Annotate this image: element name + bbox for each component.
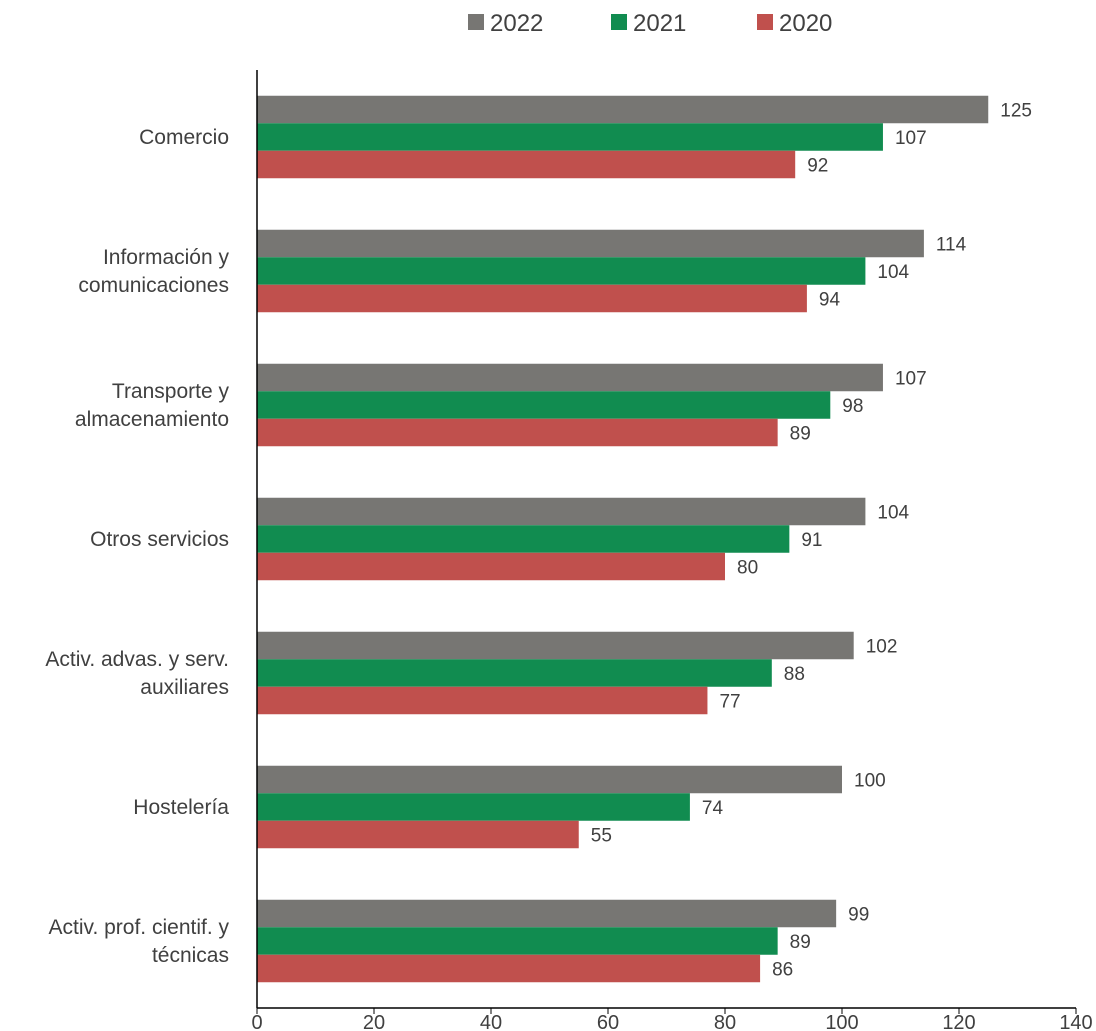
value-label-2020-6: 86 xyxy=(772,960,793,981)
bar-2020-0 xyxy=(257,150,796,179)
x-tick-label-0: 0 xyxy=(251,1012,262,1031)
bar-2020-5 xyxy=(257,820,579,849)
bar-2021-1 xyxy=(257,257,866,285)
value-label-2020-4: 77 xyxy=(719,692,740,713)
legend-label-2020: 2020 xyxy=(779,10,832,37)
x-tick-label-2: 40 xyxy=(480,1012,502,1031)
category-label-2-0: Transporte y xyxy=(112,380,230,403)
bar-2022-0 xyxy=(257,95,989,124)
bar-2022-4 xyxy=(257,631,854,660)
axes: 0 20 40 60 80 100 120 140 xyxy=(251,70,1093,1031)
category-label-0-0: Comercio xyxy=(139,126,229,149)
value-label-2021-3: 91 xyxy=(801,530,822,551)
value-label-2021-2: 98 xyxy=(842,396,863,417)
bar-2022-3 xyxy=(257,497,866,526)
bar-2022-5 xyxy=(257,765,842,794)
bar-2022-2 xyxy=(257,363,883,392)
bar-2020-3 xyxy=(257,552,725,581)
bar-2020-6 xyxy=(257,954,761,983)
legend-swatch-2022 xyxy=(468,14,484,30)
x-tick-label-6: 120 xyxy=(942,1012,975,1031)
category-label-3-0: Otros servicios xyxy=(90,528,229,551)
bar-2020-4 xyxy=(257,686,708,715)
bar-2021-3 xyxy=(257,525,790,553)
category-label-1-0: Información y xyxy=(103,246,230,269)
value-label-2022-6: 99 xyxy=(848,905,869,926)
value-label-2021-6: 89 xyxy=(790,932,811,953)
bar-2020-1 xyxy=(257,284,807,313)
value-label-2020-5: 55 xyxy=(591,826,612,847)
value-label-2022-1: 114 xyxy=(936,235,967,256)
legend-swatch-2021 xyxy=(611,14,627,30)
category-label-4-0: Activ. advas. y serv. xyxy=(45,648,229,671)
bar-2021-2 xyxy=(257,391,831,419)
x-tick-label-5: 100 xyxy=(825,1012,858,1031)
x-tick-label-3: 60 xyxy=(597,1012,619,1031)
category-label-4-1: auxiliares xyxy=(140,676,229,699)
bar-2021-4 xyxy=(257,659,772,687)
value-label-2022-4: 102 xyxy=(866,637,898,658)
bar-2022-1 xyxy=(257,229,924,258)
value-label-2021-0: 107 xyxy=(895,128,927,149)
category-labels: Comercio Información y comunicaciones Trans… xyxy=(45,126,229,967)
bar-2021-0 xyxy=(257,123,883,151)
value-label-2021-4: 88 xyxy=(784,664,805,685)
legend-label-2022: 2022 xyxy=(490,10,543,37)
category-label-1-1: comunicaciones xyxy=(78,274,229,297)
value-label-2020-0: 92 xyxy=(807,156,828,177)
value-label-2021-1: 104 xyxy=(877,262,909,283)
value-label-2020-2: 89 xyxy=(790,424,811,445)
value-label-2021-5: 74 xyxy=(702,798,724,819)
x-tick-label-1: 20 xyxy=(363,1012,385,1031)
value-label-2022-2: 107 xyxy=(895,369,927,390)
bar-2020-2 xyxy=(257,418,778,447)
value-label-2020-1: 94 xyxy=(819,290,841,311)
legend-label-2021: 2021 xyxy=(633,10,686,37)
value-label-2022-0: 125 xyxy=(1000,101,1032,122)
x-tick-label-7: 140 xyxy=(1059,1012,1092,1031)
bar-2021-5 xyxy=(257,793,690,821)
bar-2022-6 xyxy=(257,899,837,928)
legend-swatch-2020 xyxy=(757,14,773,30)
bars: 125 107 92 114 104 94 107 98 89 104 91 80 102 88 77 100… xyxy=(257,95,1032,983)
category-label-6-0: Activ. prof. cientif. y xyxy=(49,916,230,939)
bar-2021-6 xyxy=(257,927,778,955)
value-label-2020-3: 80 xyxy=(737,558,758,579)
category-label-2-1: almacenamiento xyxy=(75,408,229,431)
category-label-6-1: técnicas xyxy=(152,944,229,967)
category-label-5-0: Hostelería xyxy=(133,796,229,819)
value-label-2022-5: 100 xyxy=(854,771,886,792)
x-tick-label-4: 80 xyxy=(714,1012,736,1031)
legend: 2022 2021 2020 xyxy=(468,10,832,37)
value-label-2022-3: 104 xyxy=(877,503,909,524)
